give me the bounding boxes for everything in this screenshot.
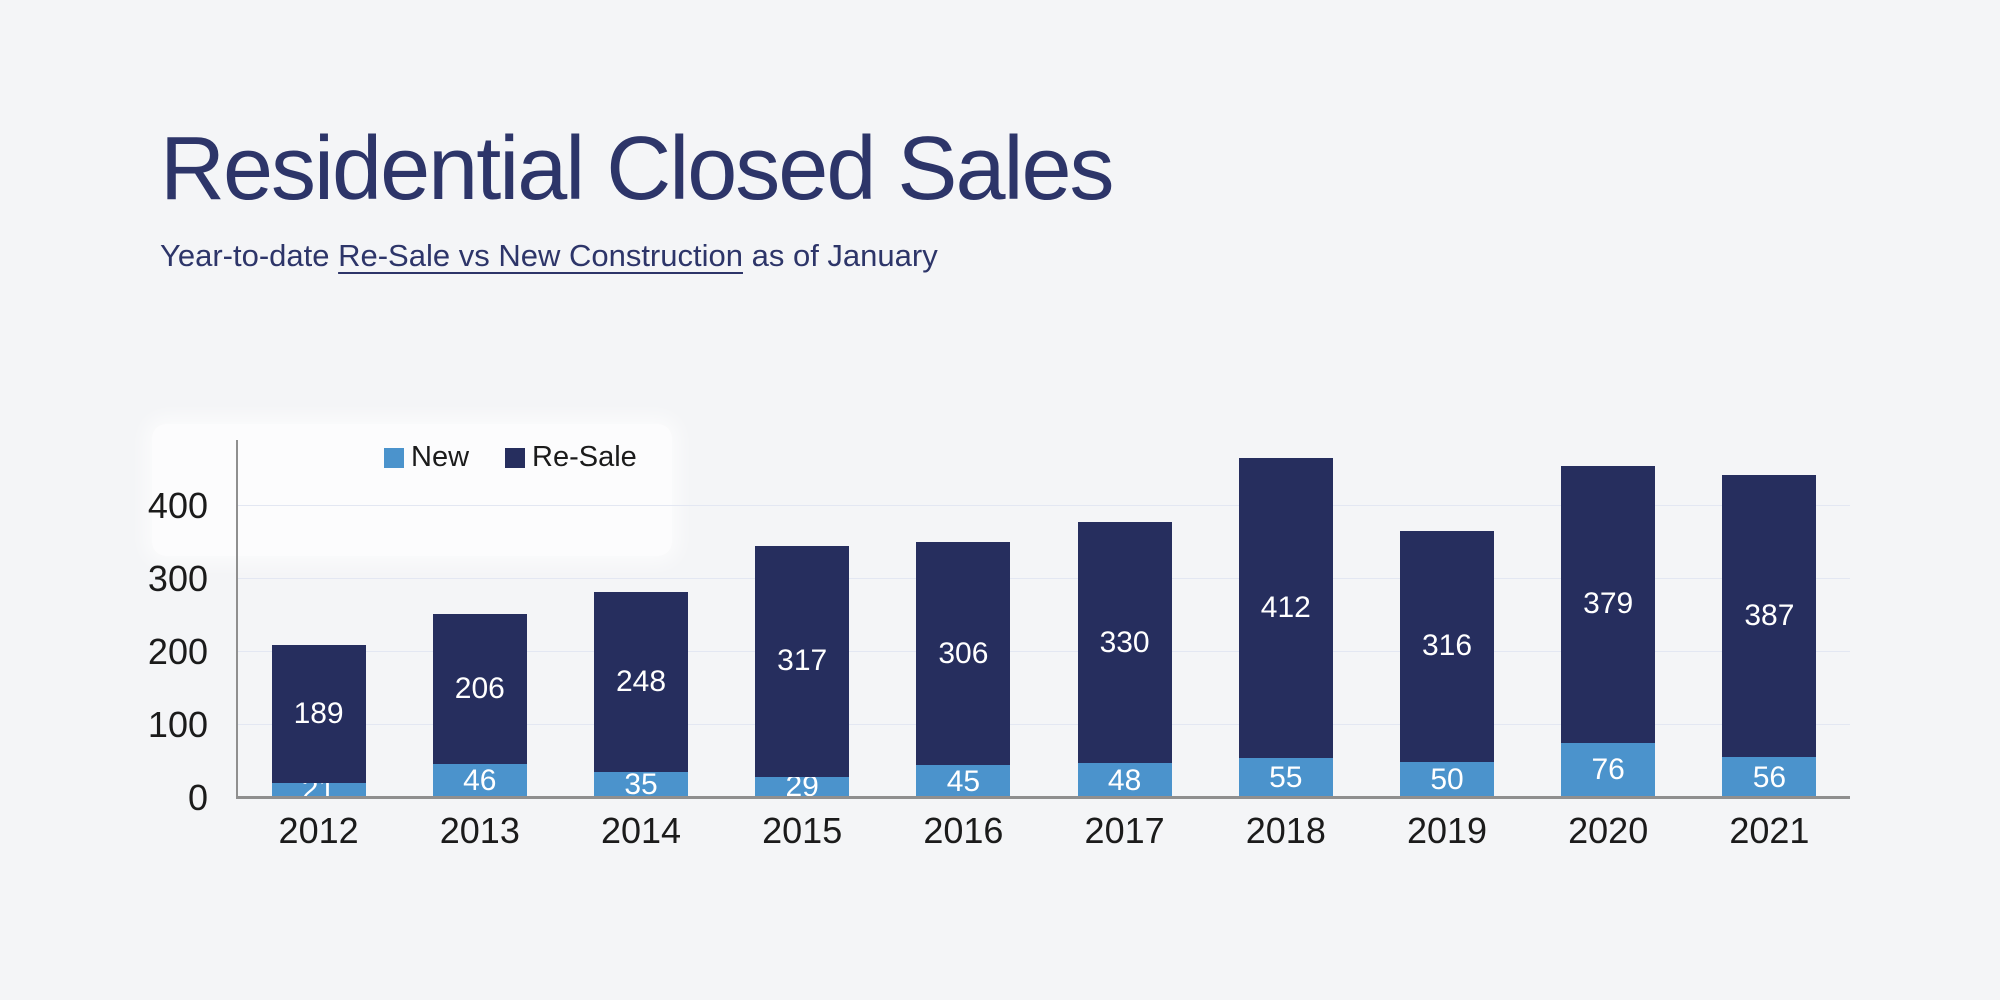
bar-value-label-resale-2014: 248 [615, 665, 667, 699]
bar-segment-new-2019: 50 [1400, 761, 1494, 798]
legend-swatch-new-icon [384, 447, 404, 468]
bar-value-label-new-2018: 55 [1269, 760, 1303, 794]
background-highlight-patch [152, 424, 672, 556]
legend-label-new: New [411, 441, 470, 473]
bar-value-label-new-2013: 46 [463, 764, 497, 798]
gridline-100 [238, 723, 1850, 726]
bar-segment-resale-2020: 379 [1561, 466, 1656, 743]
bar-value-label-resale-2015: 317 [777, 644, 828, 678]
bar-segment-new-2020: 76 [1561, 742, 1656, 798]
subtitle-suffix: as of January [742, 237, 938, 273]
stacked-bar-chart-plot-area: New Re-Sale 0 100 200 300 400 21 189 2012 46 206 20… [148, 440, 1850, 851]
bar-value-label-new-2014: 35 [624, 768, 658, 802]
subtitle-prefix: Year-to-date [160, 237, 339, 273]
x-tick-label-2021: 2021 [1729, 810, 1810, 851]
bar-segment-resale-2018: 412 [1238, 457, 1333, 758]
bar-segment-resale-2019: 316 [1400, 531, 1494, 762]
bar-value-label-resale-2021: 387 [1744, 599, 1795, 633]
y-tick-label-0: 0 [187, 777, 208, 818]
bar-value-label-resale-2018: 412 [1260, 590, 1311, 624]
bar-segment-resale-2012: 189 [271, 644, 366, 783]
page-subtitle: Year-to-date Re-Sale vs New Construction… [160, 238, 1113, 274]
gridline-300 [238, 577, 1850, 580]
bar-segment-new-2016: 45 [916, 764, 1011, 798]
gridline-200 [238, 650, 1850, 653]
bar-value-label-resale-2019: 316 [1421, 629, 1473, 663]
page-title: Residential Closed Sales [160, 119, 1115, 219]
bar-segment-new-2015: 29 [755, 772, 850, 802]
bar-value-label-new-2020: 76 [1591, 753, 1625, 787]
legend-swatch-resale-icon [505, 447, 526, 468]
bar-segment-new-2013: 46 [432, 764, 527, 798]
bar-segment-resale-2014: 248 [594, 591, 688, 773]
y-tick-label-200: 200 [147, 631, 208, 673]
y-tick-label-100: 100 [147, 704, 208, 746]
bar-value-label-new-2016: 45 [946, 764, 981, 798]
bar-segment-resale-2017: 330 [1077, 522, 1172, 764]
bar-segment-resale-2021: 387 [1722, 475, 1817, 758]
legend-label-resale: Re-Sale [532, 441, 637, 473]
bar-segment-resale-2015: 317 [755, 545, 850, 777]
bar-value-label-resale-2012: 189 [293, 696, 344, 730]
bar-value-label-new-2021: 56 [1752, 760, 1787, 794]
x-axis-line [236, 796, 1850, 799]
x-tick-label-2020: 2020 [1568, 810, 1649, 851]
x-tick-label-2019: 2019 [1406, 810, 1488, 851]
y-tick-label-400: 400 [147, 485, 208, 527]
bar-segment-new-2018: 55 [1238, 757, 1333, 798]
legend-item-resale: Re-Sale [505, 443, 637, 472]
gridline-400 [238, 504, 1850, 507]
y-axis-line [236, 440, 238, 799]
bar-value-label-resale-2013: 206 [454, 672, 505, 706]
chart-legend: New Re-Sale [384, 443, 637, 472]
chart-header: Residential Closed Sales Year-to-date Re… [160, 118, 1115, 274]
bar-value-label-resale-2020: 379 [1583, 587, 1634, 621]
bar-value-label-resale-2016: 306 [938, 636, 989, 670]
bar-segment-new-2021: 56 [1722, 757, 1817, 798]
bar-value-label-new-2019: 50 [1430, 762, 1464, 796]
x-tick-label-2013: 2013 [439, 810, 520, 851]
x-tick-label-2015: 2015 [762, 810, 843, 851]
bar-segment-new-2014: 35 [594, 768, 688, 802]
bar-segment-resale-2013: 206 [432, 614, 527, 765]
y-tick-label-300: 300 [147, 558, 208, 600]
bar-segment-resale-2016: 306 [916, 542, 1011, 766]
x-tick-label-2018: 2018 [1245, 810, 1326, 851]
bar-segment-new-2017: 48 [1077, 763, 1172, 798]
bar-value-label-new-2017: 48 [1107, 763, 1142, 797]
x-tick-label-2016: 2016 [923, 810, 1004, 851]
subtitle-underlined-text: Re-Sale vs New Construction [338, 237, 743, 273]
x-tick-label-2014: 2014 [600, 810, 682, 851]
x-tick-label-2012: 2012 [278, 810, 359, 851]
x-tick-label-2017: 2017 [1084, 810, 1165, 851]
legend-item-new: New [384, 443, 469, 472]
bar-value-label-resale-2017: 330 [1099, 625, 1150, 659]
